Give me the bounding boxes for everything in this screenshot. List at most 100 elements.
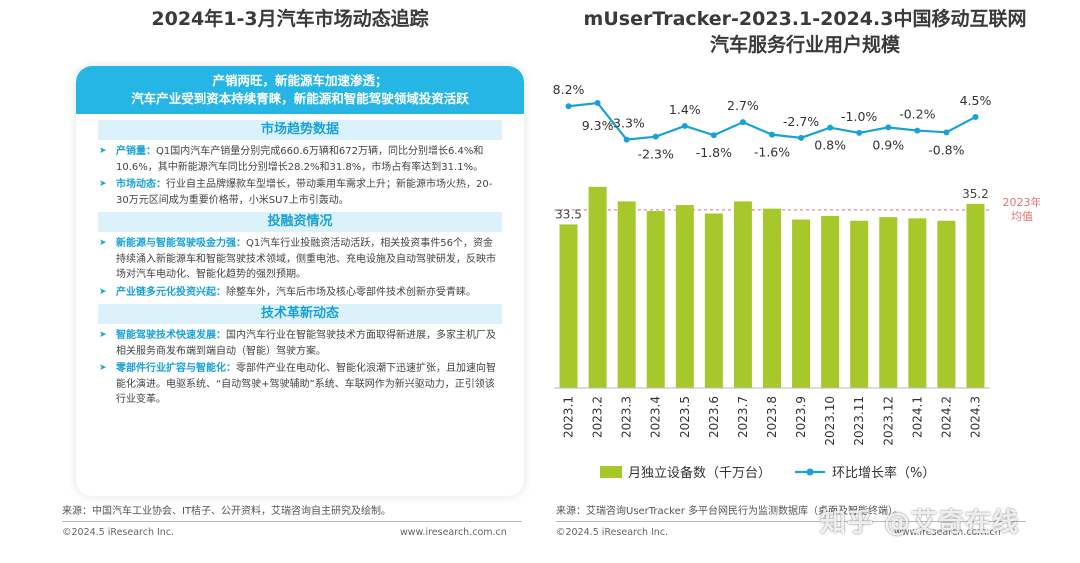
card-header: 产销两旺，新能源车加速渗透； 汽车产业受到资本持续青睐，新能源和智能驾驶领域投资… <box>76 66 524 114</box>
growth-label: -1.8% <box>696 145 732 160</box>
chart-title-line2: 汽车服务行业用户规模 <box>709 34 900 56</box>
bar <box>763 208 781 388</box>
x-tick-label: 2023.6 <box>707 396 721 438</box>
market-dynamics-card: 产销两旺，新能源车加速渗透； 汽车产业受到资本持续青睐，新能源和智能驾驶领域投资… <box>76 66 524 496</box>
left-page-title: 2024年1-3月汽车市场动态追踪 <box>151 8 429 30</box>
card-header-line2: 汽车产业受到资本持续青睐，新能源和智能驾驶领域投资活跃 <box>131 91 469 106</box>
growth-label: -2.3% <box>638 147 674 162</box>
growth-point <box>856 129 863 136</box>
arrow-icon: ➤ <box>99 363 107 373</box>
reference-label: 均值 <box>1011 210 1033 223</box>
growth-label: 0.9% <box>872 137 904 152</box>
bar <box>937 220 956 388</box>
growth-label: 8.2% <box>553 82 585 97</box>
card-header-line1: 产销两旺，新能源车加速渗透； <box>212 73 388 88</box>
growth-point <box>594 100 601 107</box>
bullet-key: 产销量： <box>116 146 156 157</box>
legend-bar-label: 月独立设备数（千万台） <box>628 465 771 481</box>
bar <box>675 205 694 388</box>
chart-title: mUserTracker-2023.1-2024.3中国移动互联网 汽车服务行业… <box>540 6 1070 58</box>
section-title-market-trends: 市场趋势数据 <box>98 120 502 140</box>
growth-label: -1.6% <box>754 145 790 160</box>
bullet-text: 国内汽车行业在智能驾驶技术方面取得新进展，多家主机厂及相关服务商发布端到端自动（… <box>116 330 496 357</box>
bar <box>908 218 927 388</box>
growth-point <box>565 103 572 110</box>
arrow-icon: ➤ <box>99 146 107 156</box>
growth-label: 1.4% <box>669 102 701 117</box>
left-url: www.iresearch.com.cn <box>400 527 507 538</box>
x-tick-label: 2023.2 <box>591 396 605 438</box>
right-url: www.iresearch.com.cn <box>894 527 1001 538</box>
growth-label: -0.8% <box>928 142 964 157</box>
x-tick-label: 2024.1 <box>910 396 924 438</box>
growth-label: -0.2% <box>899 107 935 122</box>
bullet-market-dynamics: ➤ 市场动态：行业自主品牌爆款车型增长，带动乘用车需求上升；新能源市场火热，20… <box>99 177 498 208</box>
bar <box>617 201 636 388</box>
bullet-key: 市场动态： <box>116 179 166 190</box>
bar <box>733 201 752 388</box>
legend-bar-swatch <box>600 466 622 478</box>
bullet-key: 新能源与智能驾驶吸金力强： <box>116 238 246 249</box>
growth-point <box>885 124 892 131</box>
bar-value-label: 33.5 <box>555 207 582 221</box>
watermark: 知乎 @艾奇在线 <box>820 508 1020 538</box>
arrow-icon: ➤ <box>99 238 107 248</box>
growth-label: 4.5% <box>960 93 992 108</box>
growth-point <box>827 124 834 131</box>
bullet-production-sales: ➤ 产销量：Q1国内汽车产销量分别完成660.6万辆和672万辆，同比分别增长6… <box>99 144 498 175</box>
x-tick-label: 2024.3 <box>968 396 982 438</box>
growth-point <box>769 131 775 138</box>
growth-label: 2.7% <box>727 98 759 113</box>
arrow-icon: ➤ <box>99 286 107 297</box>
growth-point <box>798 134 805 141</box>
growth-point <box>914 127 921 134</box>
legend-line-marker <box>806 468 814 476</box>
bar <box>646 211 665 388</box>
growth-label: -1.0% <box>841 109 877 124</box>
growth-label: 9.3% <box>582 118 614 133</box>
bullet-text: 零部件产业在电动化、智能化浪潮下迅速扩张，且加速向智能化演进。电驱系统、“自动驾… <box>116 363 496 405</box>
bullet-supply-chain-investment: ➤ 产业链多元化投资兴起：除整车外，汽车后市场及核心零部件技术创新亦受青睐。 <box>99 285 498 301</box>
growth-point <box>972 113 979 120</box>
bar-value-label: 35.2 <box>962 187 989 201</box>
bar <box>704 213 723 388</box>
bullet-key: 智能驾驶技术快速发展： <box>116 330 226 341</box>
x-tick-label: 2024.2 <box>939 396 953 438</box>
bar <box>879 217 898 388</box>
bar <box>850 220 869 388</box>
bullet-ev-autonomous-investment: ➤ 新能源与智能驾驶吸金力强：Q1汽车行业投融资活动活跃，相关投资事件56个，资… <box>99 236 498 283</box>
x-tick-label: 2023.11 <box>852 396 866 446</box>
growth-label: 0.8% <box>814 138 846 153</box>
bullet-text: Q1国内汽车产销量分别完成660.6万辆和672万辆，同比分别增长6.4%和10… <box>116 146 484 173</box>
bullet-components: ➤ 零部件行业扩容与智能化：零部件产业在电动化、智能化浪潮下迅速扩张，且加速向智… <box>99 361 498 408</box>
x-tick-label: 2023.5 <box>678 396 692 438</box>
left-copyright: ©2024.5 iResearch Inc. <box>62 527 175 538</box>
x-tick-label: 2023.1 <box>562 396 576 438</box>
growth-point <box>652 133 659 140</box>
growth-point <box>943 129 950 136</box>
growth-point <box>710 132 717 139</box>
growth-label: -2.7% <box>783 114 819 129</box>
growth-label: -3.3% <box>609 116 645 131</box>
legend-line-label: 环比增长率（%） <box>832 465 935 481</box>
x-tick-label: 2023.12 <box>881 396 895 446</box>
x-tick-label: 2023.9 <box>794 396 808 438</box>
x-tick-label: 2023.8 <box>765 396 779 438</box>
bullet-text: 行业自主品牌爆款车型增长，带动乘用车需求上升；新能源市场火热，20-30万元区间… <box>116 179 493 206</box>
bar <box>559 224 578 388</box>
left-divider <box>62 521 522 522</box>
bar <box>792 219 811 388</box>
right-copyright: ©2024.5 iResearch Inc. <box>556 527 669 538</box>
x-tick-label: 2023.7 <box>736 396 750 438</box>
right-divider <box>556 521 1026 522</box>
growth-point <box>739 119 746 126</box>
arrow-icon: ➤ <box>99 330 107 340</box>
x-tick-label: 2023.4 <box>649 396 663 438</box>
bar <box>588 186 607 388</box>
bar <box>821 215 840 388</box>
section-title-technology: 技术革新动态 <box>98 304 502 324</box>
growth-point <box>681 122 688 129</box>
left-source-note: 来源：中国汽车工业协会、IT桔子、公开资料，艾瑞咨询自主研究及绘制。 <box>62 506 392 517</box>
bullet-key: 产业链多元化投资兴起： <box>116 286 226 298</box>
section-title-investment: 投融资情况 <box>98 212 502 232</box>
